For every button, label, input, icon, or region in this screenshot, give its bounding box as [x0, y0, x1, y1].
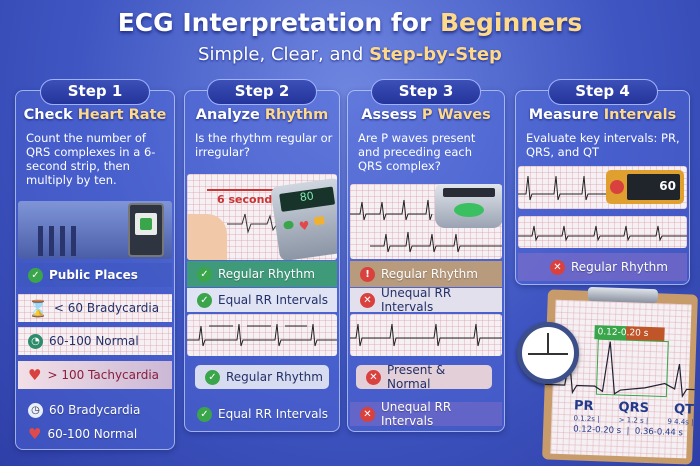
ecg-strip: [350, 314, 502, 356]
list-item: ✓ Public Places: [18, 263, 172, 287]
clipboard-interval-chart: 0.12-0.20 s PR QRS QT 0.1.2s | > 1.2 s | 9 4…: [542, 286, 698, 465]
ecg-strip: [518, 216, 687, 248]
list-item: ◷ 60 Bradycardia: [18, 398, 172, 422]
list-item: ♥ > 100 Tachycardia: [18, 361, 172, 389]
step-2-panel: Step 2 Analyze Rhythm Is the rhythm regu…: [184, 79, 340, 432]
step-1-panel: Step 1 Check Heart Rate Count the number…: [15, 79, 175, 450]
step-3-panel: Step 3 Assess P Waves Are P waves presen…: [347, 79, 505, 432]
list-item: ♥ 60-100 Normal: [28, 425, 138, 443]
check-icon: ✓: [197, 292, 212, 308]
step-2-heading: Analyze Rhythm: [195, 107, 329, 123]
heart-icon: ♥: [28, 425, 42, 443]
step-1-heading: Check Heart Rate: [23, 107, 167, 123]
hourglass-icon: ⌛: [28, 298, 48, 318]
list-item: ✕ Present & Normal: [356, 363, 492, 391]
pocket-ecg-device-icon: [435, 184, 502, 228]
heart-icon: ♥: [28, 366, 42, 384]
x-icon: ✕: [366, 369, 381, 385]
step-1-badge: Step 1: [40, 79, 150, 105]
step-3-heading: Assess P Waves: [361, 107, 491, 123]
alert-icon: !: [360, 266, 375, 282]
qrs-label: QRS: [618, 399, 650, 417]
x-icon: ✕: [360, 406, 375, 422]
list-item: ✓ Regular Rhythm: [195, 365, 329, 389]
list-item: ⌛ < 60 Bradycardia: [18, 294, 172, 322]
step-3-description: Are P waves present and preceding each Q…: [358, 131, 476, 173]
clip-icon: [587, 286, 659, 304]
step-2-description: Is the rhythm regular or irregular?: [195, 131, 333, 159]
step-4-description: Evaluate key intervals: PR, QRS, and QT: [526, 131, 680, 159]
x-icon: ✕: [360, 292, 375, 308]
check-icon: ✓: [197, 406, 212, 422]
check-icon: ✓: [197, 266, 212, 282]
step-4-badge: Step 4: [547, 79, 658, 105]
x-icon: ✕: [550, 259, 565, 275]
pr-label: PR: [573, 398, 594, 415]
heart-rate-monitor-icon: 60: [606, 170, 684, 204]
ecg-monitor-device-icon: 80 ♥: [270, 177, 337, 260]
clock-icon: ◷: [28, 402, 43, 418]
check-icon: ✓: [205, 369, 220, 385]
step-1-description: Count the number of QRS complexes in a 6…: [26, 131, 156, 187]
page-subtitle: Simple, Clear, and Step-by-Step: [198, 44, 502, 65]
list-item: ✕ Unequal RR Intervals: [350, 286, 502, 314]
airport-scene-image: [18, 201, 172, 259]
list-item: ✕ Regular Rhythm: [518, 253, 687, 281]
list-item: ✓ Regular Rhythm: [187, 261, 337, 287]
page-title: ECG Interpretation for Beginners: [117, 8, 583, 37]
step-4-heading: Measure Intervals: [528, 107, 677, 123]
clock-icon: ◔: [28, 333, 43, 349]
step-3-badge: Step 3: [371, 79, 481, 105]
ecg-rr-intervals-strip: [187, 314, 337, 356]
step-2-badge: Step 2: [207, 79, 317, 105]
ecg-strip-with-monitor-image: 6 seconds 80 ♥: [187, 174, 337, 260]
list-item: ✓ Equal RR Intervals: [187, 288, 337, 312]
stopwatch-icon: [517, 322, 579, 384]
qt-label: QT: [673, 401, 695, 418]
list-item: ! Regular Rhythm: [350, 261, 502, 287]
list-item: ✓ Equal RR Intervals: [187, 402, 337, 426]
ecg-printout-image: [350, 184, 502, 259]
list-item: ◔ 60-100 Normal: [18, 327, 172, 355]
aed-device-icon: [128, 203, 164, 257]
step-4-panel: Step 4 Measure Intervals Evaluate key in…: [515, 79, 690, 285]
list-item: ✕ Unequal RR Intervals: [350, 400, 502, 428]
check-icon: ✓: [28, 267, 43, 283]
ecg-strip: 60: [518, 166, 687, 209]
